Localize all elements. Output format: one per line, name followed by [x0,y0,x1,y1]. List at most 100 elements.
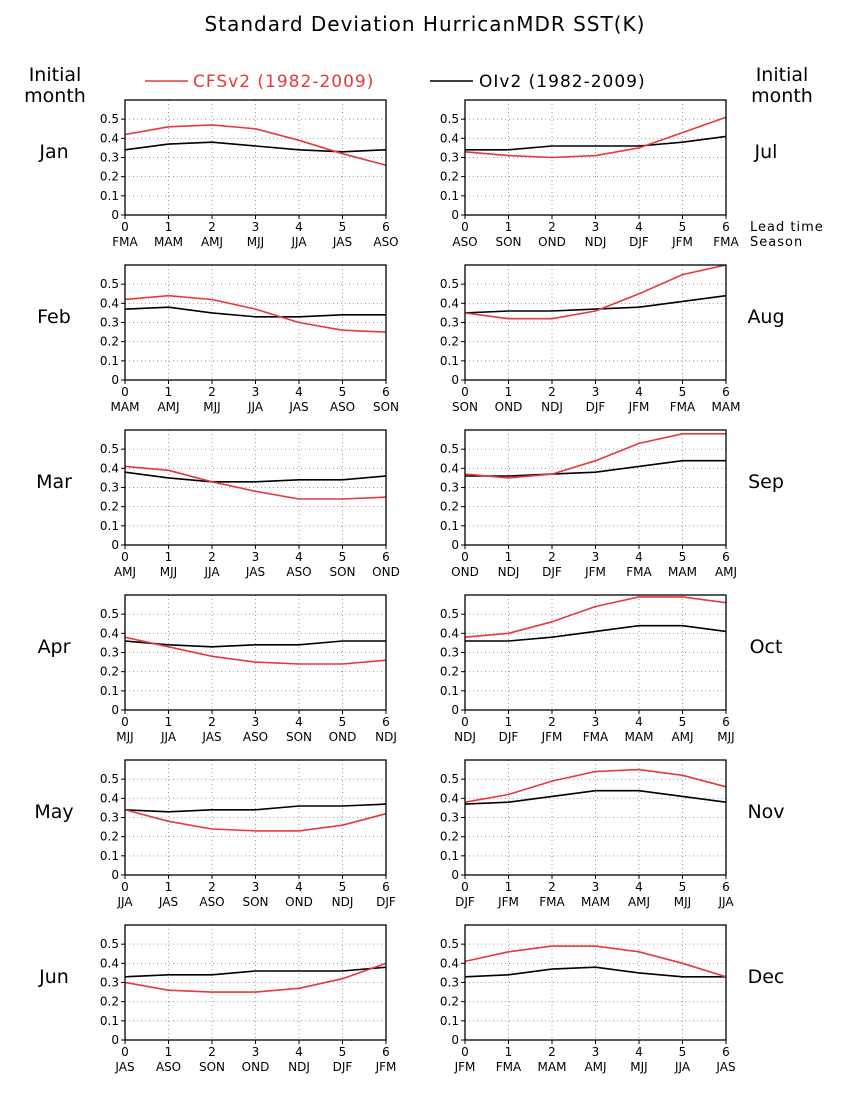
season-label-jul: SON [495,235,521,249]
y-tick-label-nov: 0.2 [440,830,459,844]
panel-dec: Dec00.10.20.30.40.50JFM1FMA2MAM3AMJ4MJJ5… [440,924,784,1074]
x-tick-label-oct: 0 [461,715,469,729]
y-tick-label-mar: 0 [111,538,119,552]
series-line-oiv2-dec [464,966,726,978]
season-label-aug: MAM [712,400,741,414]
y-tick-label-jun: 0.5 [100,937,119,951]
x-tick-label-dec: 0 [461,1045,469,1059]
y-tick-label-feb: 0.2 [100,335,119,349]
y-tick-label-nov: 0.3 [440,811,459,825]
season-label-jun: JAS [114,1060,134,1074]
x-tick-label-nov: 3 [592,880,600,894]
month-label-may: May [34,801,73,823]
x-tick-label-oct: 2 [548,715,556,729]
panel-frame-sep [464,429,727,546]
y-tick-label-apr: 0.4 [100,626,119,640]
x-tick-label-oct: 6 [722,715,730,729]
x-tick-label-aug: 0 [461,385,469,399]
panel-frame-jan [124,99,387,216]
y-tick-label-dec: 0 [451,1033,459,1047]
panel-frame-may [124,759,387,876]
panel-frame-aug [464,264,727,381]
series-line-oiv2-sep [465,459,726,477]
month-label-jun: Jun [38,966,69,988]
x-tick-label-dec: 3 [592,1045,600,1059]
panel-frame-apr [124,594,387,711]
x-tick-label-may: 6 [382,880,390,894]
x-tick-label-sep: 2 [548,550,556,564]
panel-frame-mar [124,429,387,546]
x-tick-label-may: 4 [295,880,303,894]
series-line-cfsv2-may [124,809,387,832]
season-label-feb: MJJ [203,400,220,414]
y-tick-label-dec: 0.1 [440,1014,459,1028]
y-tick-label-sep: 0.3 [440,481,459,495]
panel-feb: Feb00.10.20.30.40.50MAM1AMJ2MJJ3JJA4JAS5… [37,264,399,414]
y-tick-label-feb: 0 [111,373,119,387]
season-label-oct: JFM [541,730,563,744]
month-label-mar: Mar [36,471,72,493]
series-line-oiv2-mar [124,471,387,483]
y-tick-label-jan: 0.2 [100,170,119,184]
series-line-cfsv2-apr [124,636,387,665]
panel-jun: Jun00.10.20.30.40.50JAS1ASO2SON3OND4NDJ5… [38,924,397,1074]
month-label-jul: Jul [754,141,778,163]
season-label-jan: AMJ [201,235,223,249]
season-label-nov: DJF [455,895,475,909]
x-tick-label-mar: 6 [382,550,390,564]
series-line-oiv2-apr [124,640,386,648]
y-tick-label-feb: 0.1 [100,354,119,368]
y-tick-label-jan: 0.4 [100,131,119,145]
season-label-dec: AMJ [584,1060,606,1074]
season-label-may: ASO [199,895,224,909]
season-label-aug: FMA [670,400,696,414]
season-label-jan: FMA [112,235,138,249]
season-label-oct: AMJ [671,730,693,744]
season-label-jul: ASO [452,235,477,249]
month-label-nov: Nov [747,801,784,823]
season-label-apr: ASO [243,730,268,744]
y-tick-label-jul: 0 [451,208,459,222]
series-line-oiv2-jul [465,135,727,151]
y-tick-label-jul: 0.2 [440,170,459,184]
month-label-jan: Jan [38,141,68,163]
season-label-nov: MAM [581,895,610,909]
x-tick-label-dec: 5 [679,1045,687,1059]
x-tick-label-oct: 4 [635,715,643,729]
y-tick-label-apr: 0 [111,703,119,717]
y-tick-label-aug: 0.4 [440,296,459,310]
season-label-apr: JAS [201,730,221,744]
panel-frame-jun [124,924,387,1041]
y-tick-label-sep: 0.4 [440,461,459,475]
x-tick-label-jan: 2 [208,220,216,234]
season-label: Season [750,235,803,250]
x-tick-label-jan: 0 [121,220,129,234]
season-label-sep: OND [451,565,479,579]
panel-nov: Nov00.10.20.30.40.50DJF1JFM2FMA3MAM4AMJ5… [440,759,785,909]
x-tick-label-oct: 5 [679,715,687,729]
x-tick-label-oct: 3 [592,715,600,729]
season-label-mar: MJJ [160,565,177,579]
season-label-jun: JFM [375,1060,397,1074]
y-tick-label-aug: 0.2 [440,335,459,349]
panel-aug: Aug00.10.20.30.40.50SON1OND2NDJ3DJF4JFM5… [440,264,785,414]
season-label-nov: JJA [717,895,734,909]
x-tick-label-mar: 0 [121,550,129,564]
y-tick-label-oct: 0.2 [440,665,459,679]
x-tick-label-may: 5 [339,880,347,894]
legend-label-oiv2: OIv2 (1982-2009) [479,72,646,92]
season-label-jun: SON [199,1060,225,1074]
panel-jul: Jul00.10.20.30.40.50ASO1SON2OND3NDJ4DJF5… [440,99,778,249]
y-tick-label-apr: 0.3 [100,646,119,660]
series-line-cfsv2-sep [464,432,726,479]
panels: Jan00.10.20.30.40.50FMA1MAM2AMJ3MJJ4JJA5… [34,99,785,1074]
x-tick-label-jul: 2 [548,220,556,234]
x-tick-label-may: 3 [252,880,260,894]
season-label-jul: NDJ [585,235,607,249]
y-tick-label-mar: 0.3 [100,481,119,495]
y-tick-label-may: 0.2 [100,830,119,844]
y-tick-label-nov: 0.4 [440,791,459,805]
season-label-oct: DJF [499,730,519,744]
x-tick-label-apr: 4 [295,715,303,729]
panel-jan: Jan00.10.20.30.40.50FMA1MAM2AMJ3MJJ4JJA5… [38,99,399,249]
